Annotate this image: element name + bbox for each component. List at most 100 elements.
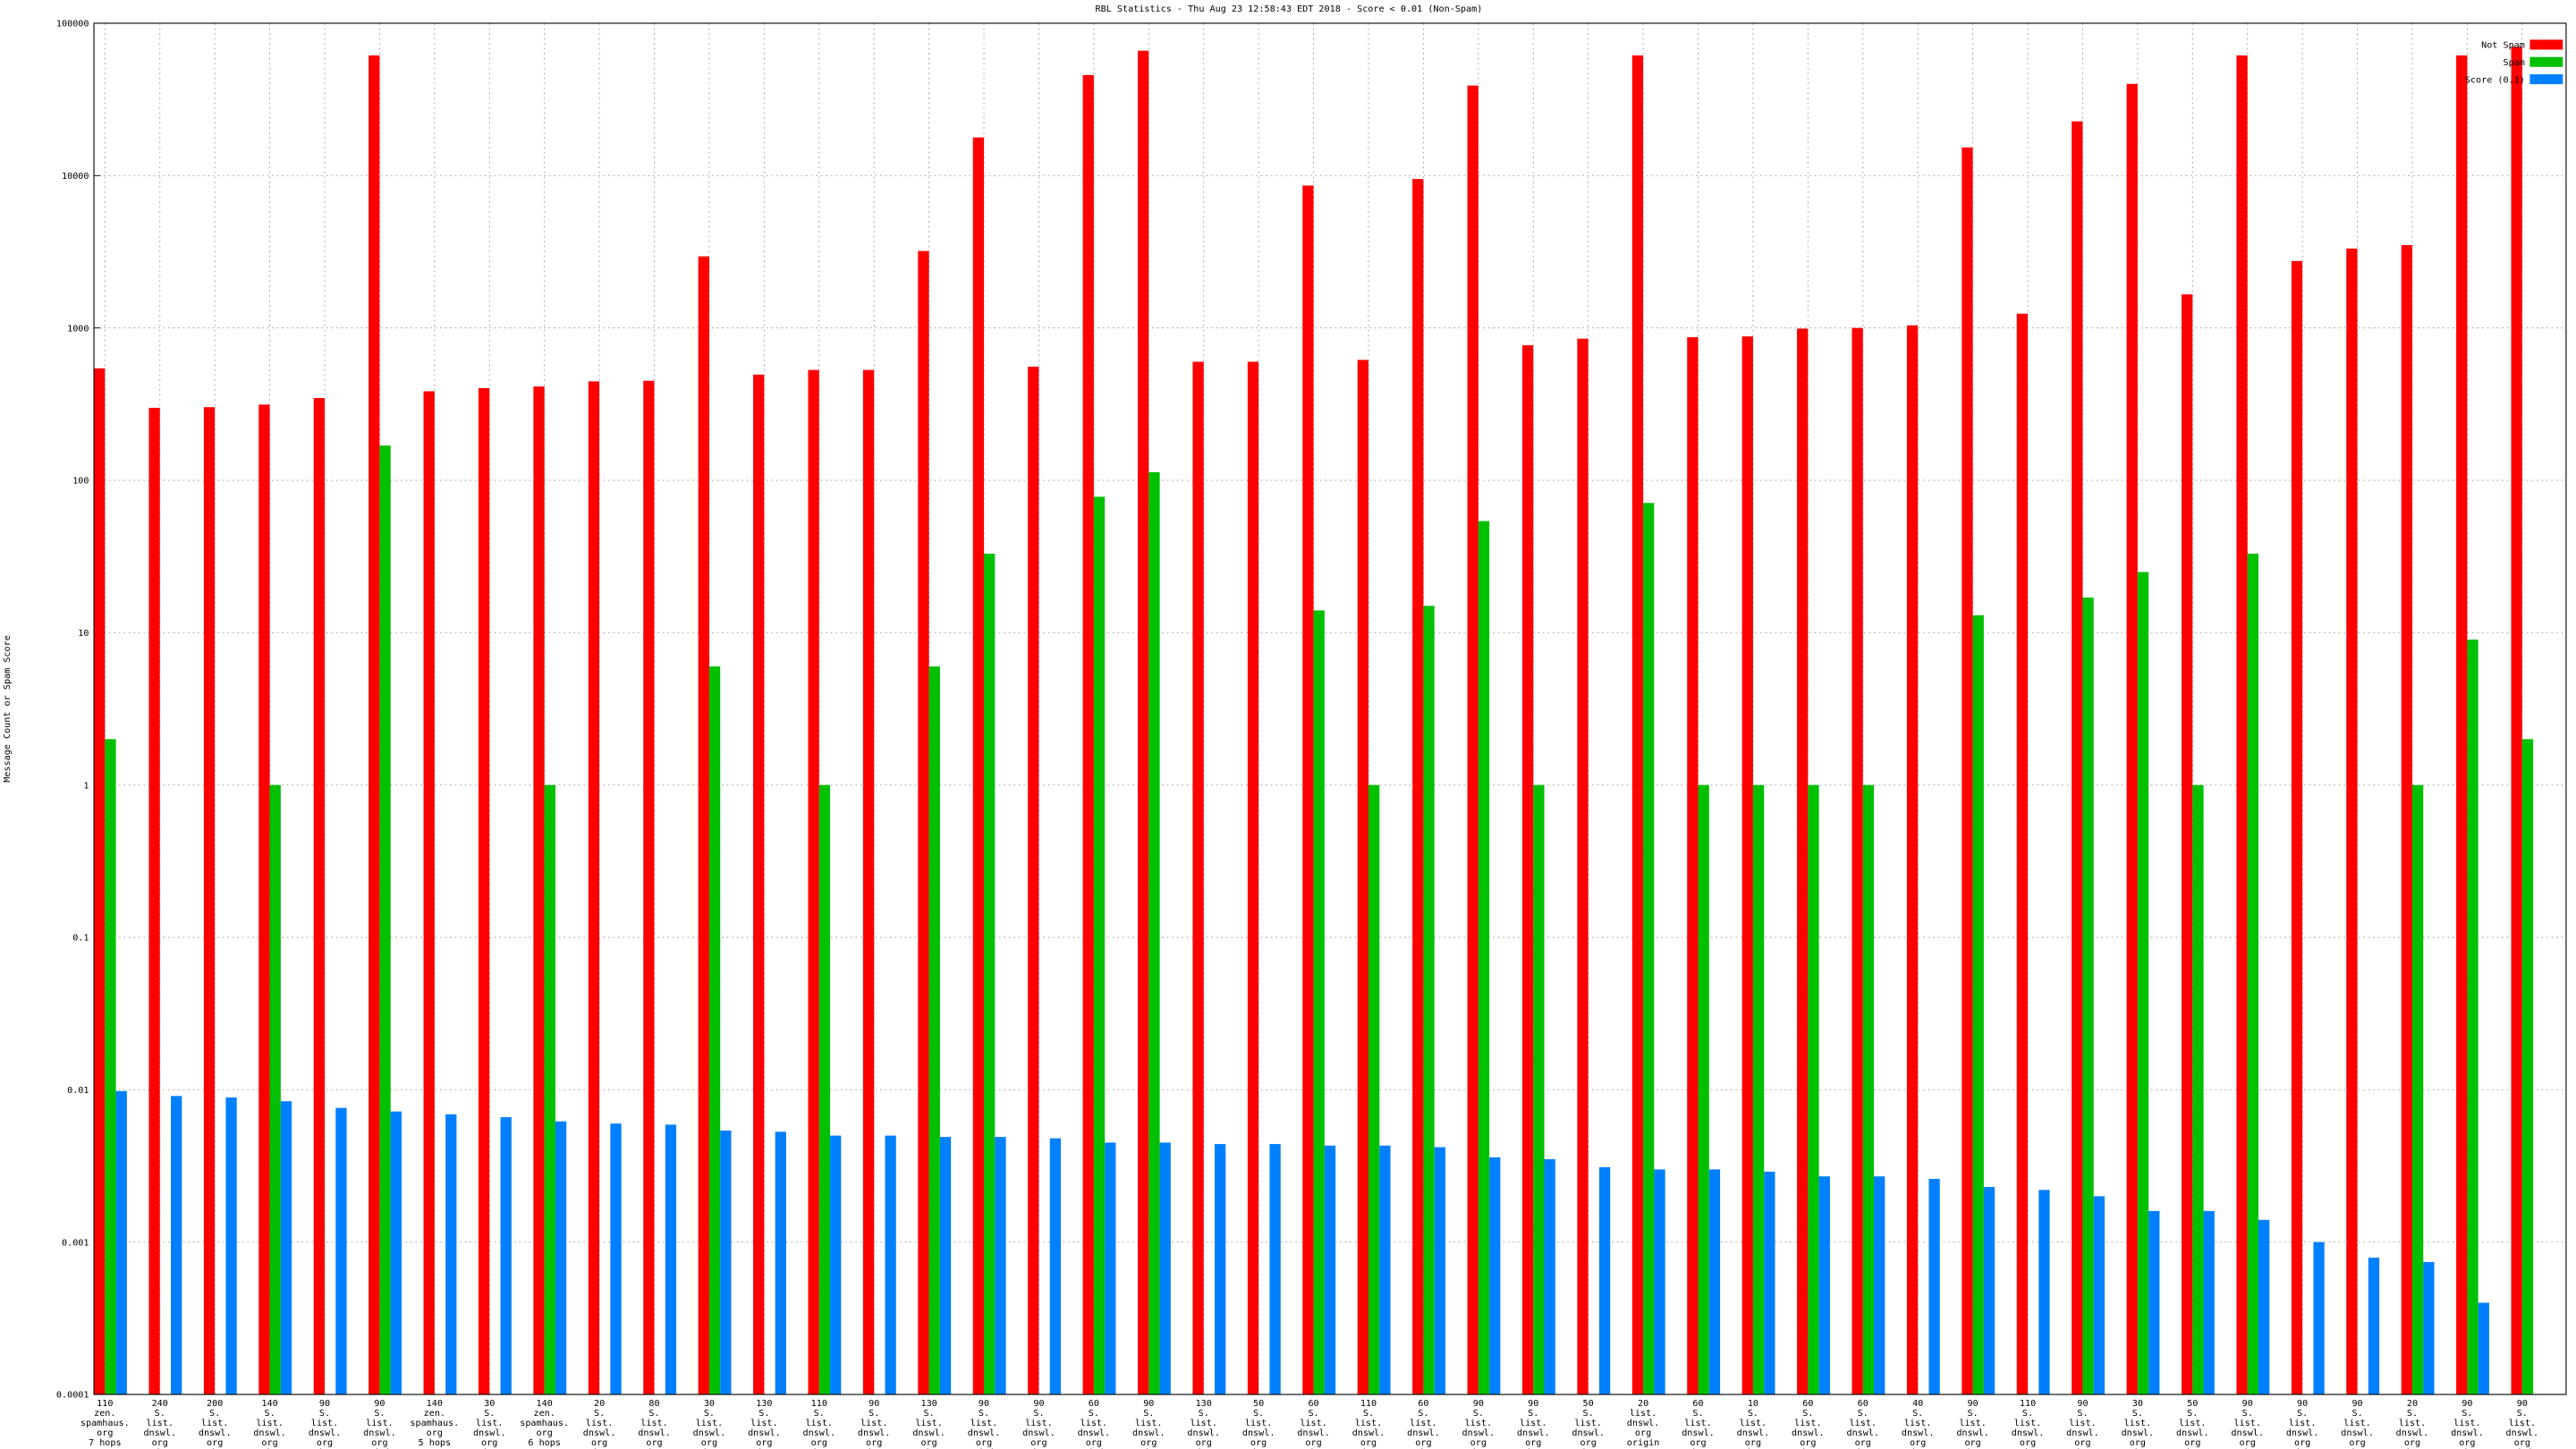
bar — [1687, 336, 1699, 1395]
bar — [1797, 328, 1809, 1395]
bar — [258, 404, 270, 1395]
legend-swatch — [2529, 74, 2563, 85]
bar — [1489, 1157, 1501, 1395]
bar — [1215, 1144, 1226, 1395]
bar — [2192, 784, 2204, 1395]
bar — [1708, 1169, 1721, 1395]
bar — [171, 1096, 182, 1395]
bar — [1631, 55, 1644, 1395]
legend-label: Spam — [2503, 58, 2524, 68]
bar — [918, 250, 929, 1395]
bar — [2521, 739, 2534, 1395]
bar — [1423, 606, 1435, 1395]
bar — [1874, 1176, 1885, 1395]
bar — [203, 407, 216, 1395]
bar — [1028, 366, 1039, 1395]
bar — [610, 1123, 622, 1395]
bar — [2401, 244, 2412, 1395]
bar — [1983, 1187, 1996, 1395]
bar — [1521, 344, 1534, 1395]
bar — [1478, 521, 1490, 1395]
bar — [995, 1137, 1006, 1395]
bar — [269, 784, 281, 1395]
y-tick-label: 10 — [78, 629, 89, 639]
x-tick-label: 140 zen. spamhaus. org 5 hops — [410, 1399, 459, 1448]
bar — [2182, 294, 2193, 1395]
bar — [1302, 185, 1314, 1395]
bar — [379, 445, 391, 1395]
bar — [1928, 1178, 1940, 1395]
bar — [1741, 336, 1753, 1395]
bar — [830, 1135, 842, 1395]
bar — [1764, 1171, 1775, 1395]
bar — [2511, 47, 2522, 1395]
bar — [2313, 1241, 2325, 1395]
y-tick-label: 100000 — [56, 20, 89, 30]
legend-swatch — [2529, 39, 2563, 50]
bar — [775, 1131, 786, 1395]
bar — [94, 368, 106, 1395]
bar — [2456, 55, 2468, 1395]
y-tick-label: 10000 — [62, 172, 89, 182]
bar — [1972, 614, 1984, 1395]
bar — [1962, 147, 1973, 1395]
bar — [148, 407, 160, 1395]
bar — [390, 1111, 402, 1395]
bar — [972, 137, 985, 1395]
bar — [1138, 50, 1149, 1395]
bar — [1368, 784, 1380, 1395]
bar — [1544, 1159, 1555, 1395]
legend-swatch — [2529, 56, 2563, 67]
y-tick-label: 100 — [72, 477, 89, 487]
bar — [1105, 1142, 1116, 1395]
bar — [1698, 784, 1709, 1395]
bar — [808, 369, 819, 1395]
bar — [753, 374, 765, 1395]
y-tick-label: 0.001 — [62, 1238, 89, 1248]
bar — [1906, 325, 1919, 1395]
bar — [1192, 361, 1204, 1395]
bar — [643, 380, 655, 1395]
bar — [105, 739, 116, 1395]
bar — [2016, 313, 2029, 1395]
bar — [720, 1130, 732, 1395]
bar — [533, 386, 545, 1395]
bar — [115, 1090, 127, 1395]
bar — [2038, 1190, 2050, 1395]
bar — [698, 256, 709, 1395]
y-axis-label: Message Count or Spam Score — [3, 635, 13, 783]
legend-label: Score (0.1) — [2465, 75, 2525, 85]
bar — [1324, 1145, 1336, 1395]
bar — [369, 55, 380, 1395]
y-tick-label: 0.1 — [72, 934, 89, 944]
bar — [1247, 361, 1259, 1395]
bar — [2082, 597, 2094, 1395]
bar — [1533, 784, 1545, 1395]
